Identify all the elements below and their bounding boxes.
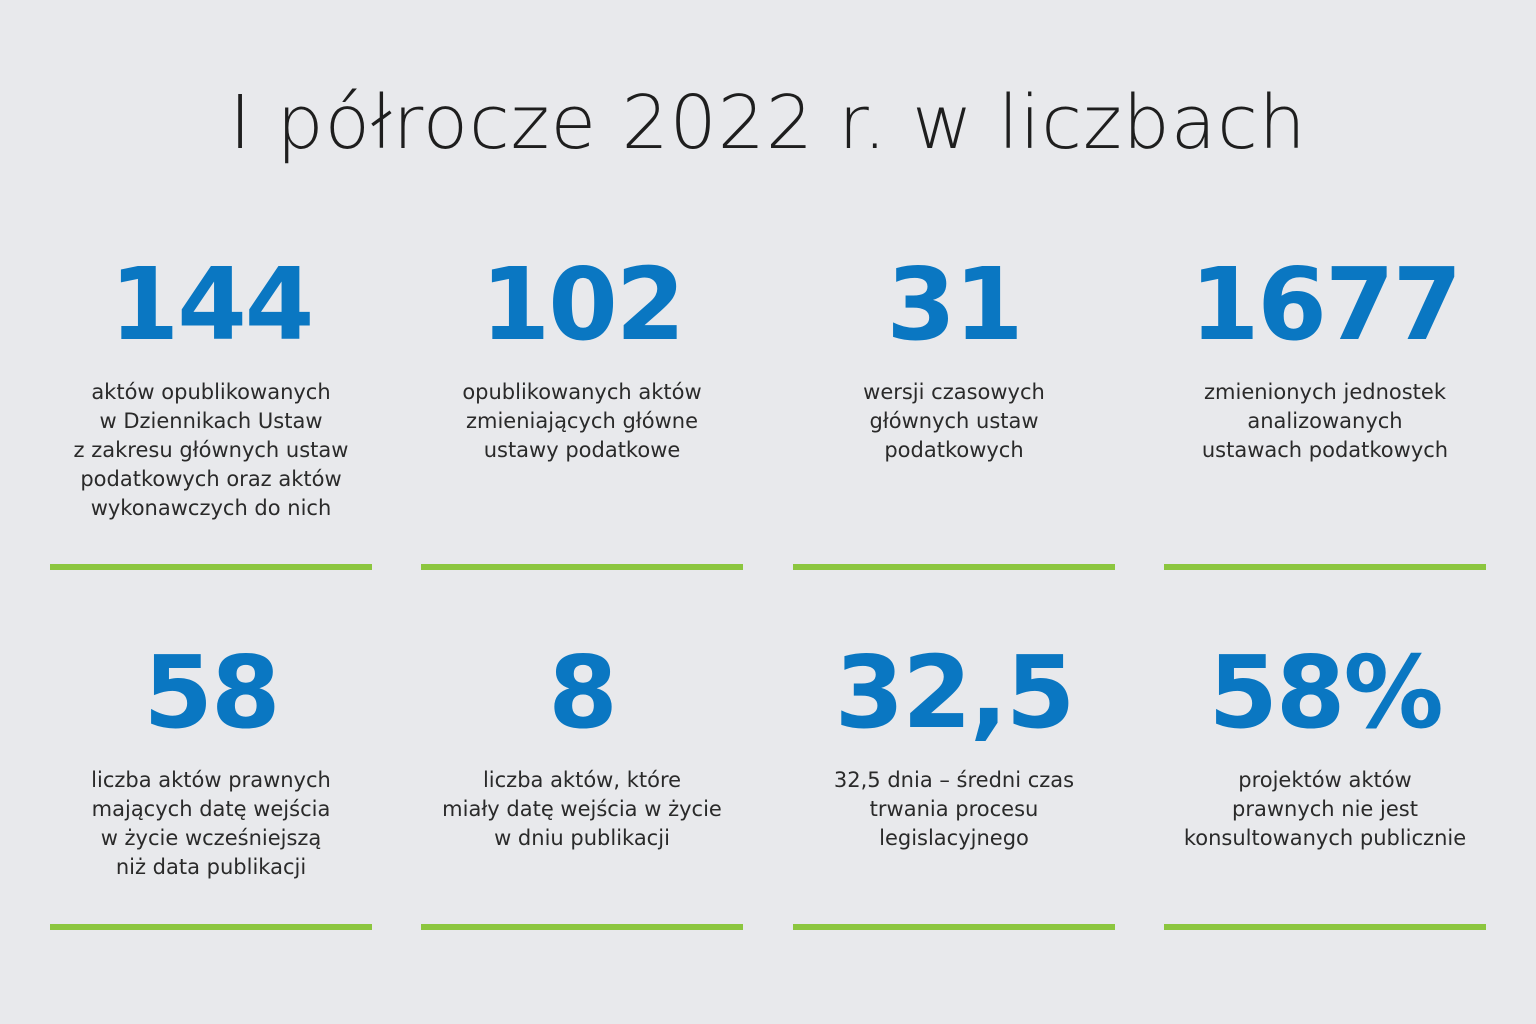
stat-card: 32,5 32,5 dnia – średni czas trwania pro… xyxy=(793,638,1115,853)
divider-line xyxy=(50,564,372,570)
stat-card: 8 liczba aktów, które miały datę wejścia… xyxy=(421,638,743,853)
stat-card: 102 opublikowanych aktów zmieniających g… xyxy=(421,250,743,465)
stat-value: 8 xyxy=(548,634,618,751)
stat-description: liczba aktów, które miały datę wejścia w… xyxy=(442,768,722,850)
stat-description: zmienionych jednostek analizowanych usta… xyxy=(1201,380,1449,462)
divider-line xyxy=(1164,924,1486,930)
stat-description: projektów aktów prawnych nie jest konsul… xyxy=(1183,768,1467,850)
stat-card: 144 aktów opublikowanych w Dziennikach U… xyxy=(50,250,372,523)
divider-line xyxy=(421,564,743,570)
stat-value: 144 xyxy=(109,246,315,363)
stat-card: 58% projektów aktów prawnych nie jest ko… xyxy=(1164,638,1486,853)
stat-description: wersji czasowych głównych ustaw podatkow… xyxy=(863,380,1045,462)
stat-description: 32,5 dnia – średni czas trwania procesu … xyxy=(833,768,1075,850)
stat-value: 31 xyxy=(886,246,1023,363)
stat-description: aktów opublikowanych w Dziennikach Ustaw… xyxy=(73,380,349,520)
stat-value: 1677 xyxy=(1189,246,1462,363)
divider-line xyxy=(50,924,372,930)
stat-card: 58 liczba aktów prawnych mających datę w… xyxy=(50,638,372,882)
stat-value: 58% xyxy=(1208,634,1443,751)
page-title: I półrocze 2022 r. w liczbach xyxy=(229,80,1307,166)
stat-value: 32,5 xyxy=(834,634,1076,751)
divider-line xyxy=(421,924,743,930)
divider-line xyxy=(793,564,1115,570)
stat-description: opublikowanych aktów zmieniających główn… xyxy=(462,380,702,462)
stat-value: 102 xyxy=(480,246,686,363)
stat-description: liczba aktów prawnych mających datę wejś… xyxy=(91,768,331,879)
stat-card: 1677 zmienionych jednostek analizowanych… xyxy=(1164,250,1486,465)
stat-card: 31 wersji czasowych głównych ustaw podat… xyxy=(793,250,1115,465)
divider-line xyxy=(793,924,1115,930)
stat-value: 58 xyxy=(143,634,280,751)
divider-line xyxy=(1164,564,1486,570)
stats-grid: 144 aktów opublikowanych w Dziennikach U… xyxy=(50,250,1486,990)
